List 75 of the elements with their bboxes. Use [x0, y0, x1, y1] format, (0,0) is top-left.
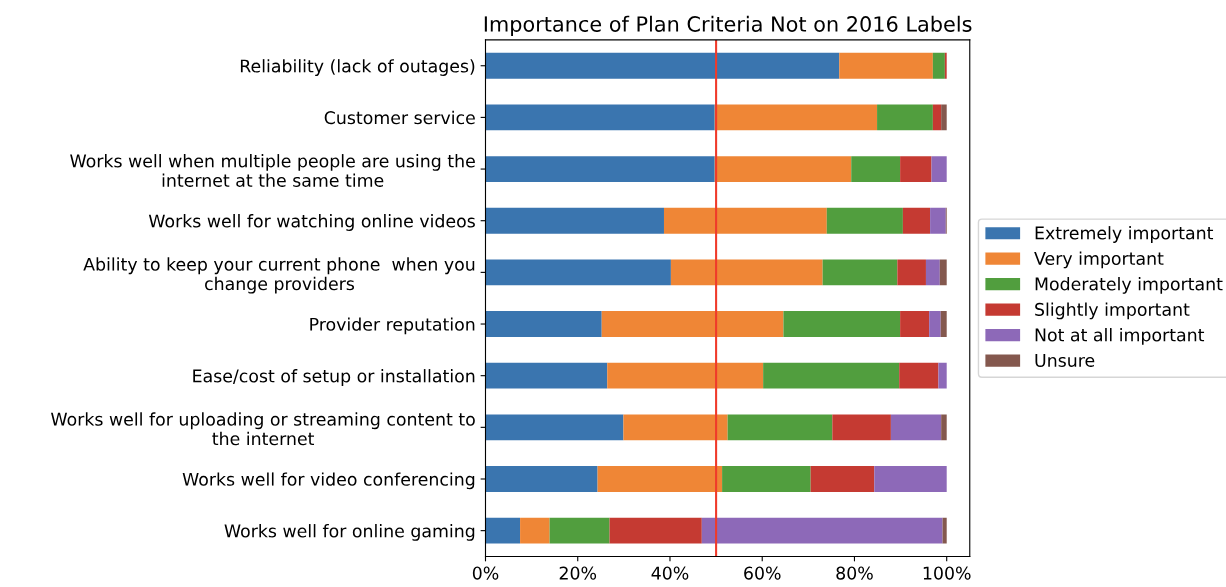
bar [900, 311, 930, 337]
bar [485, 517, 521, 544]
y-tick-label: Works well for watching online videos [148, 214, 475, 231]
bar [670, 259, 823, 286]
bar [485, 207, 664, 234]
bar [763, 362, 900, 389]
bar [485, 311, 602, 337]
y-tick-label: Customer service [324, 110, 475, 125]
x-tick-label: 60% [744, 566, 781, 580]
bar [899, 362, 939, 389]
bar [877, 104, 933, 131]
legend-label: Not at all important [1035, 328, 1205, 345]
bar [900, 156, 932, 182]
legend-label: Very important [1034, 251, 1164, 269]
bar [597, 466, 723, 492]
x-tick-label: 0% [472, 566, 499, 580]
x-tick-label: 20% [559, 566, 597, 580]
bar [930, 207, 946, 234]
y-tick-label: Ease/cost of setup or installation [193, 369, 475, 386]
bar [485, 104, 715, 131]
bar [485, 414, 624, 441]
bar [890, 414, 942, 441]
bar [942, 517, 947, 544]
bar [485, 362, 608, 389]
y-tick-label: Works well for uploading or streaming content to the internet [51, 412, 475, 446]
y-tick-label: Provider reputation [310, 317, 475, 335]
bar [714, 156, 852, 182]
bar [832, 414, 891, 441]
bar [485, 156, 715, 182]
x-tick-label: 100% [923, 566, 971, 580]
bar [839, 52, 933, 79]
bar [549, 517, 610, 544]
bar [485, 466, 598, 492]
x-tick-label: 40% [651, 566, 689, 580]
bar [932, 104, 942, 131]
chart-title: Importance of Plan Criteria Not on 2016 Labels [484, 15, 972, 36]
bar [826, 207, 903, 234]
bar [485, 259, 671, 286]
bar [939, 259, 947, 286]
legend-label: Extremely important [1035, 226, 1214, 243]
bar [520, 517, 550, 544]
bar [609, 517, 702, 544]
bar [623, 414, 728, 441]
bar [941, 414, 947, 441]
bar [722, 466, 811, 492]
bar [931, 156, 947, 182]
bar [783, 311, 901, 337]
legend-label: Slightly important [1035, 302, 1190, 320]
bar [607, 362, 764, 389]
y-tick-label: Reliability (lack of outages) [240, 59, 475, 76]
legend-label: Unsure [1035, 354, 1095, 367]
bar [897, 259, 926, 286]
bar [701, 517, 943, 544]
legend-label: Moderately important [1035, 277, 1223, 294]
bar [485, 52, 840, 79]
x-tick-label: 80% [836, 566, 873, 580]
y-tick-label: Works well when multiple people are using the internet at the same time [70, 154, 475, 187]
bar [810, 466, 875, 492]
bar [714, 104, 878, 131]
bar [938, 362, 947, 389]
bar [940, 311, 947, 337]
y-tick-label: Works well for online gaming [224, 524, 475, 541]
bar [874, 466, 947, 492]
bar [932, 52, 945, 79]
bar [822, 259, 898, 286]
bar [941, 104, 947, 131]
bar [851, 156, 901, 182]
bar [902, 207, 931, 234]
y-tick-label: Works well for video conferencing [182, 472, 475, 490]
bar [663, 207, 827, 234]
bar [925, 259, 940, 286]
bar [601, 311, 784, 337]
bar [929, 311, 941, 337]
bar [727, 414, 833, 441]
y-tick-label: Ability to keep your current phone when you change providers [83, 257, 475, 294]
